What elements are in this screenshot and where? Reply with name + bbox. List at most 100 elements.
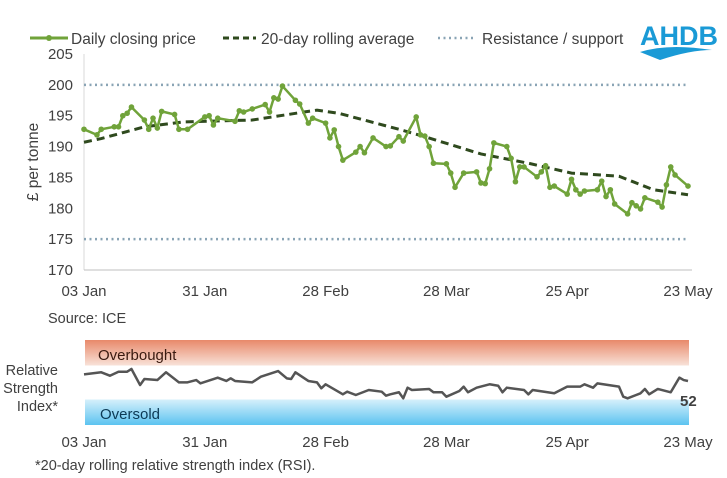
rsi-x-tick-label: 31 Jan — [182, 434, 227, 451]
closing-price-point — [305, 120, 312, 126]
closing-price-point — [452, 184, 458, 191]
legend-average-label: 20-day rolling average — [261, 31, 414, 48]
closing-price-point — [512, 178, 519, 185]
closing-price-point — [413, 114, 420, 120]
closing-price-point — [141, 117, 148, 123]
closing-price-point — [292, 97, 299, 104]
closing-price-point — [98, 126, 105, 133]
rsi-line — [83, 367, 689, 400]
closing-price-point — [266, 109, 273, 115]
closing-price-point — [624, 211, 631, 217]
closing-price-point — [430, 160, 437, 167]
closing-price-point — [482, 180, 489, 187]
closing-price-point — [400, 138, 407, 144]
closing-price-point — [370, 135, 376, 141]
closing-price-point — [663, 182, 670, 188]
closing-price-point — [629, 199, 635, 206]
closing-price-point — [611, 201, 618, 207]
closing-price-point — [478, 180, 484, 186]
rsi-label-line3: Index* — [17, 399, 58, 415]
logo-text: AHDB — [640, 21, 718, 51]
rsi-x-tick-label: 28 Mar — [423, 434, 470, 451]
closing-price-point — [473, 169, 480, 175]
closing-price-point — [275, 96, 281, 102]
closing-price-point — [202, 114, 208, 120]
closing-price-point — [184, 126, 191, 133]
closing-price-point — [573, 186, 579, 193]
closing-price-point — [685, 183, 691, 189]
x-tick-label: 31 Jan — [182, 283, 227, 300]
y-tick-label: 185 — [48, 169, 73, 186]
closing-price-point — [115, 124, 122, 130]
y-tick-label: 205 — [48, 46, 73, 63]
source-note: Source: ICE — [48, 311, 126, 327]
closing-price-point — [637, 206, 644, 212]
y-tick-label: 200 — [48, 77, 73, 94]
legend: Daily closing price 20-day rolling avera… — [30, 31, 624, 48]
closing-price-point — [516, 164, 523, 170]
closing-price-point — [551, 183, 558, 189]
closing-price-point — [504, 143, 510, 150]
closing-price-point — [361, 149, 368, 156]
x-tick-label: 28 Mar — [423, 283, 470, 300]
rsi-x-tick-label: 28 Feb — [302, 434, 349, 451]
closing-price-point — [443, 161, 450, 167]
closing-price-point — [534, 174, 540, 180]
oversold-label: Oversold — [100, 406, 160, 423]
closing-price-point — [214, 115, 221, 121]
closing-price-point — [659, 204, 665, 210]
closing-price-point — [642, 194, 648, 201]
closing-price-point — [171, 111, 178, 118]
rsi-x-tick-label: 23 May — [663, 434, 713, 451]
closing-price-point — [577, 191, 583, 197]
closing-price-point — [176, 126, 182, 133]
legend-price-label: Daily closing price — [71, 31, 196, 48]
closing-price-point — [633, 203, 640, 209]
closing-price-point — [335, 143, 342, 150]
closing-price-point — [460, 170, 467, 176]
closing-price-point — [331, 127, 338, 133]
y-tick-label: 175 — [48, 231, 73, 248]
x-tick-label: 28 Feb — [302, 283, 349, 300]
closing-price-point — [322, 120, 329, 126]
closing-price-point — [124, 110, 130, 117]
closing-price-point — [396, 133, 402, 140]
closing-price-point — [206, 112, 212, 119]
closing-price-point — [154, 125, 161, 131]
rsi-x-tick-label: 03 Jan — [61, 434, 106, 451]
y-axis-label: £ per tonne — [25, 123, 42, 201]
y-tick-label: 180 — [48, 200, 73, 217]
closing-price-point — [383, 143, 389, 150]
closing-price-point — [240, 109, 247, 115]
legend-levels-label: Resistance / support — [482, 31, 624, 48]
closing-price-point — [568, 176, 575, 183]
closing-price-point — [521, 164, 527, 170]
closing-price-point — [598, 178, 605, 184]
overbought-label: Overbought — [98, 347, 177, 364]
oversold-band — [85, 399, 689, 425]
closing-price-point — [262, 101, 269, 108]
closing-price-point — [508, 155, 514, 162]
legend-price-marker — [46, 35, 52, 41]
closing-price-point — [655, 199, 661, 205]
closing-price-point — [279, 83, 286, 89]
rsi-x-tick-label: 25 Apr — [546, 434, 589, 451]
closing-price-point — [581, 188, 588, 194]
closing-price-point — [145, 126, 152, 133]
x-tick-label: 23 May — [663, 283, 713, 300]
closing-price-point — [340, 157, 346, 163]
ahdb-logo: AHDB — [640, 21, 718, 60]
x-tick-label: 03 Jan — [61, 283, 106, 300]
closing-price-point — [387, 143, 394, 149]
closing-price-point — [271, 95, 277, 101]
closing-price-point — [426, 143, 432, 150]
closing-price-point — [249, 106, 256, 112]
closing-price-line — [83, 84, 689, 216]
closing-price-point — [594, 186, 601, 193]
closing-price-point — [447, 170, 454, 176]
closing-price-point — [236, 107, 243, 114]
closing-price-point — [564, 191, 570, 197]
closing-price-point — [150, 115, 156, 121]
closing-price-point — [309, 115, 316, 121]
